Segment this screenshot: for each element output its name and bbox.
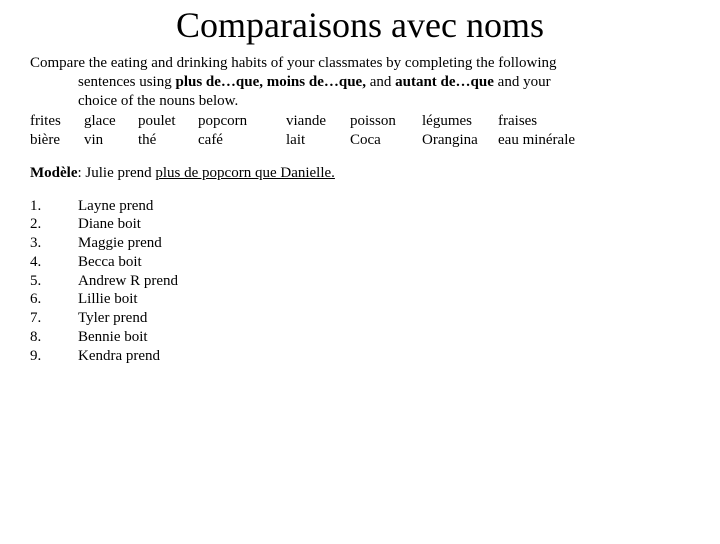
exercise-list: 1.Layne prend 2.Diane boit 3.Maggie pren… xyxy=(30,197,690,366)
noun-cell: café xyxy=(198,131,286,150)
list-item: 3.Maggie prend xyxy=(30,234,690,253)
list-text: Bennie boit xyxy=(78,328,148,347)
noun-cell: poisson xyxy=(350,112,422,131)
list-item: 7.Tyler prend xyxy=(30,309,690,328)
noun-cell: bière xyxy=(30,131,84,150)
list-item: 4.Becca boit xyxy=(30,253,690,272)
instr-part: and your xyxy=(494,74,551,90)
list-text: Diane boit xyxy=(78,215,141,234)
noun-cell: Coca xyxy=(350,131,422,150)
list-text: Becca boit xyxy=(78,253,142,272)
list-number: 7. xyxy=(30,309,78,328)
noun-cell: Orangina xyxy=(422,131,498,150)
list-text: Kendra prend xyxy=(78,347,160,366)
list-number: 5. xyxy=(30,272,78,291)
slide: Comparaisons avec noms Compare the eatin… xyxy=(0,4,720,544)
list-number: 1. xyxy=(30,197,78,216)
noun-cell: fraises xyxy=(498,112,690,131)
instructions-line2: sentences using plus de…que, moins de…qu… xyxy=(30,73,690,92)
list-number: 4. xyxy=(30,253,78,272)
instructions-line1: Compare the eating and drinking habits o… xyxy=(30,54,690,73)
noun-cell: légumes xyxy=(422,112,498,131)
noun-cell: thé xyxy=(138,131,198,150)
list-item: 9.Kendra prend xyxy=(30,347,690,366)
body: Compare the eating and drinking habits o… xyxy=(30,54,690,365)
list-text: Maggie prend xyxy=(78,234,162,253)
model-pre: Julie prend xyxy=(85,165,155,181)
list-text: Lillie boit xyxy=(78,290,138,309)
list-text: Tyler prend xyxy=(78,309,147,328)
list-text: Andrew R prend xyxy=(78,272,178,291)
noun-cell: popcorn xyxy=(198,112,286,131)
list-number: 3. xyxy=(30,234,78,253)
noun-cell: glace xyxy=(84,112,138,131)
list-text: Layne prend xyxy=(78,197,153,216)
noun-cell: vin xyxy=(84,131,138,150)
table-row: frites glace poulet popcorn viande poiss… xyxy=(30,112,690,131)
noun-cell: poulet xyxy=(138,112,198,131)
list-number: 2. xyxy=(30,215,78,234)
instructions: Compare the eating and drinking habits o… xyxy=(30,54,690,110)
model-line: Modèle: Julie prend plus de popcorn que … xyxy=(30,164,690,183)
list-item: 6.Lillie boit xyxy=(30,290,690,309)
model-label: Modèle xyxy=(30,165,77,181)
instr-bold2: autant de…que xyxy=(395,74,494,90)
instr-part: and xyxy=(366,74,395,90)
list-item: 2.Diane boit xyxy=(30,215,690,234)
list-number: 6. xyxy=(30,290,78,309)
instr-part: sentences using xyxy=(78,74,175,90)
list-item: 5.Andrew R prend xyxy=(30,272,690,291)
list-item: 1.Layne prend xyxy=(30,197,690,216)
list-item: 8.Bennie boit xyxy=(30,328,690,347)
table-row: bière vin thé café lait Coca Orangina ea… xyxy=(30,131,690,150)
page-title: Comparaisons avec noms xyxy=(30,4,690,46)
nouns-table: frites glace poulet popcorn viande poiss… xyxy=(30,112,690,150)
noun-cell: frites xyxy=(30,112,84,131)
noun-cell: eau minérale xyxy=(498,131,690,150)
noun-cell: viande xyxy=(286,112,350,131)
instructions-line3: choice of the nouns below. xyxy=(30,92,690,111)
list-number: 9. xyxy=(30,347,78,366)
instr-bold1: plus de…que, moins de…que, xyxy=(175,74,365,90)
list-number: 8. xyxy=(30,328,78,347)
model-answer: plus de popcorn que Danielle. xyxy=(155,165,335,181)
noun-cell: lait xyxy=(286,131,350,150)
